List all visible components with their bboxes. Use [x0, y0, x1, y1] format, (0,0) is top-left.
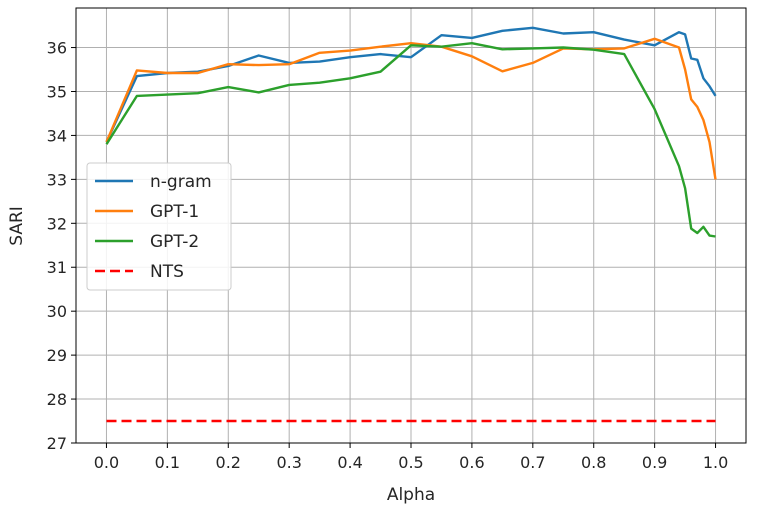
y-axis: 27 28 29 30 31 32 33 34 35 36 — [47, 39, 76, 453]
legend-label-gpt-2: GPT-2 — [150, 232, 199, 252]
legend-label-gpt-1: GPT-1 — [150, 202, 199, 222]
legend: n-gram GPT-1 GPT-2 NTS — [86, 162, 232, 291]
y-tick-label: 28 — [47, 390, 67, 409]
x-tick-label: 0.6 — [459, 453, 484, 472]
x-tick-label: 0.9 — [642, 453, 667, 472]
x-tick-label: 0.4 — [337, 453, 362, 472]
y-tick-label: 33 — [47, 170, 67, 189]
x-axis: 0.0 0.1 0.2 0.3 0.4 0.5 0.6 0.7 0.8 0.9 1.0 — [94, 443, 728, 472]
x-tick-label: 0.3 — [276, 453, 301, 472]
legend-box — [86, 162, 232, 291]
legend-label-n-gram: n-gram — [150, 172, 212, 192]
y-tick-label: 31 — [47, 258, 67, 277]
grid — [76, 8, 746, 444]
y-tick-label: 32 — [47, 214, 67, 233]
x-tick-label: 0.0 — [94, 453, 119, 472]
x-tick-label: 0.5 — [398, 453, 423, 472]
x-tick-label: 0.1 — [155, 453, 180, 472]
y-tick-label: 29 — [47, 346, 67, 365]
legend-label-nts: NTS — [150, 262, 184, 282]
y-tick-label: 27 — [47, 434, 67, 453]
y-axis-label: SARI — [7, 206, 27, 246]
y-tick-label: 34 — [47, 126, 67, 145]
series-layer — [105, 26, 717, 423]
series-line-gpt-1 — [105, 37, 717, 180]
x-tick-label: 1.0 — [703, 453, 728, 472]
x-tick-label: 0.2 — [216, 453, 241, 472]
y-tick-label: 30 — [47, 302, 67, 321]
x-axis-label: Alpha — [387, 485, 435, 505]
y-tick-label: 36 — [47, 39, 67, 58]
x-tick-label: 0.7 — [520, 453, 545, 472]
series-line-gpt-2 — [105, 42, 716, 238]
x-tick-label: 0.8 — [581, 453, 606, 472]
y-tick-label: 35 — [47, 82, 67, 101]
